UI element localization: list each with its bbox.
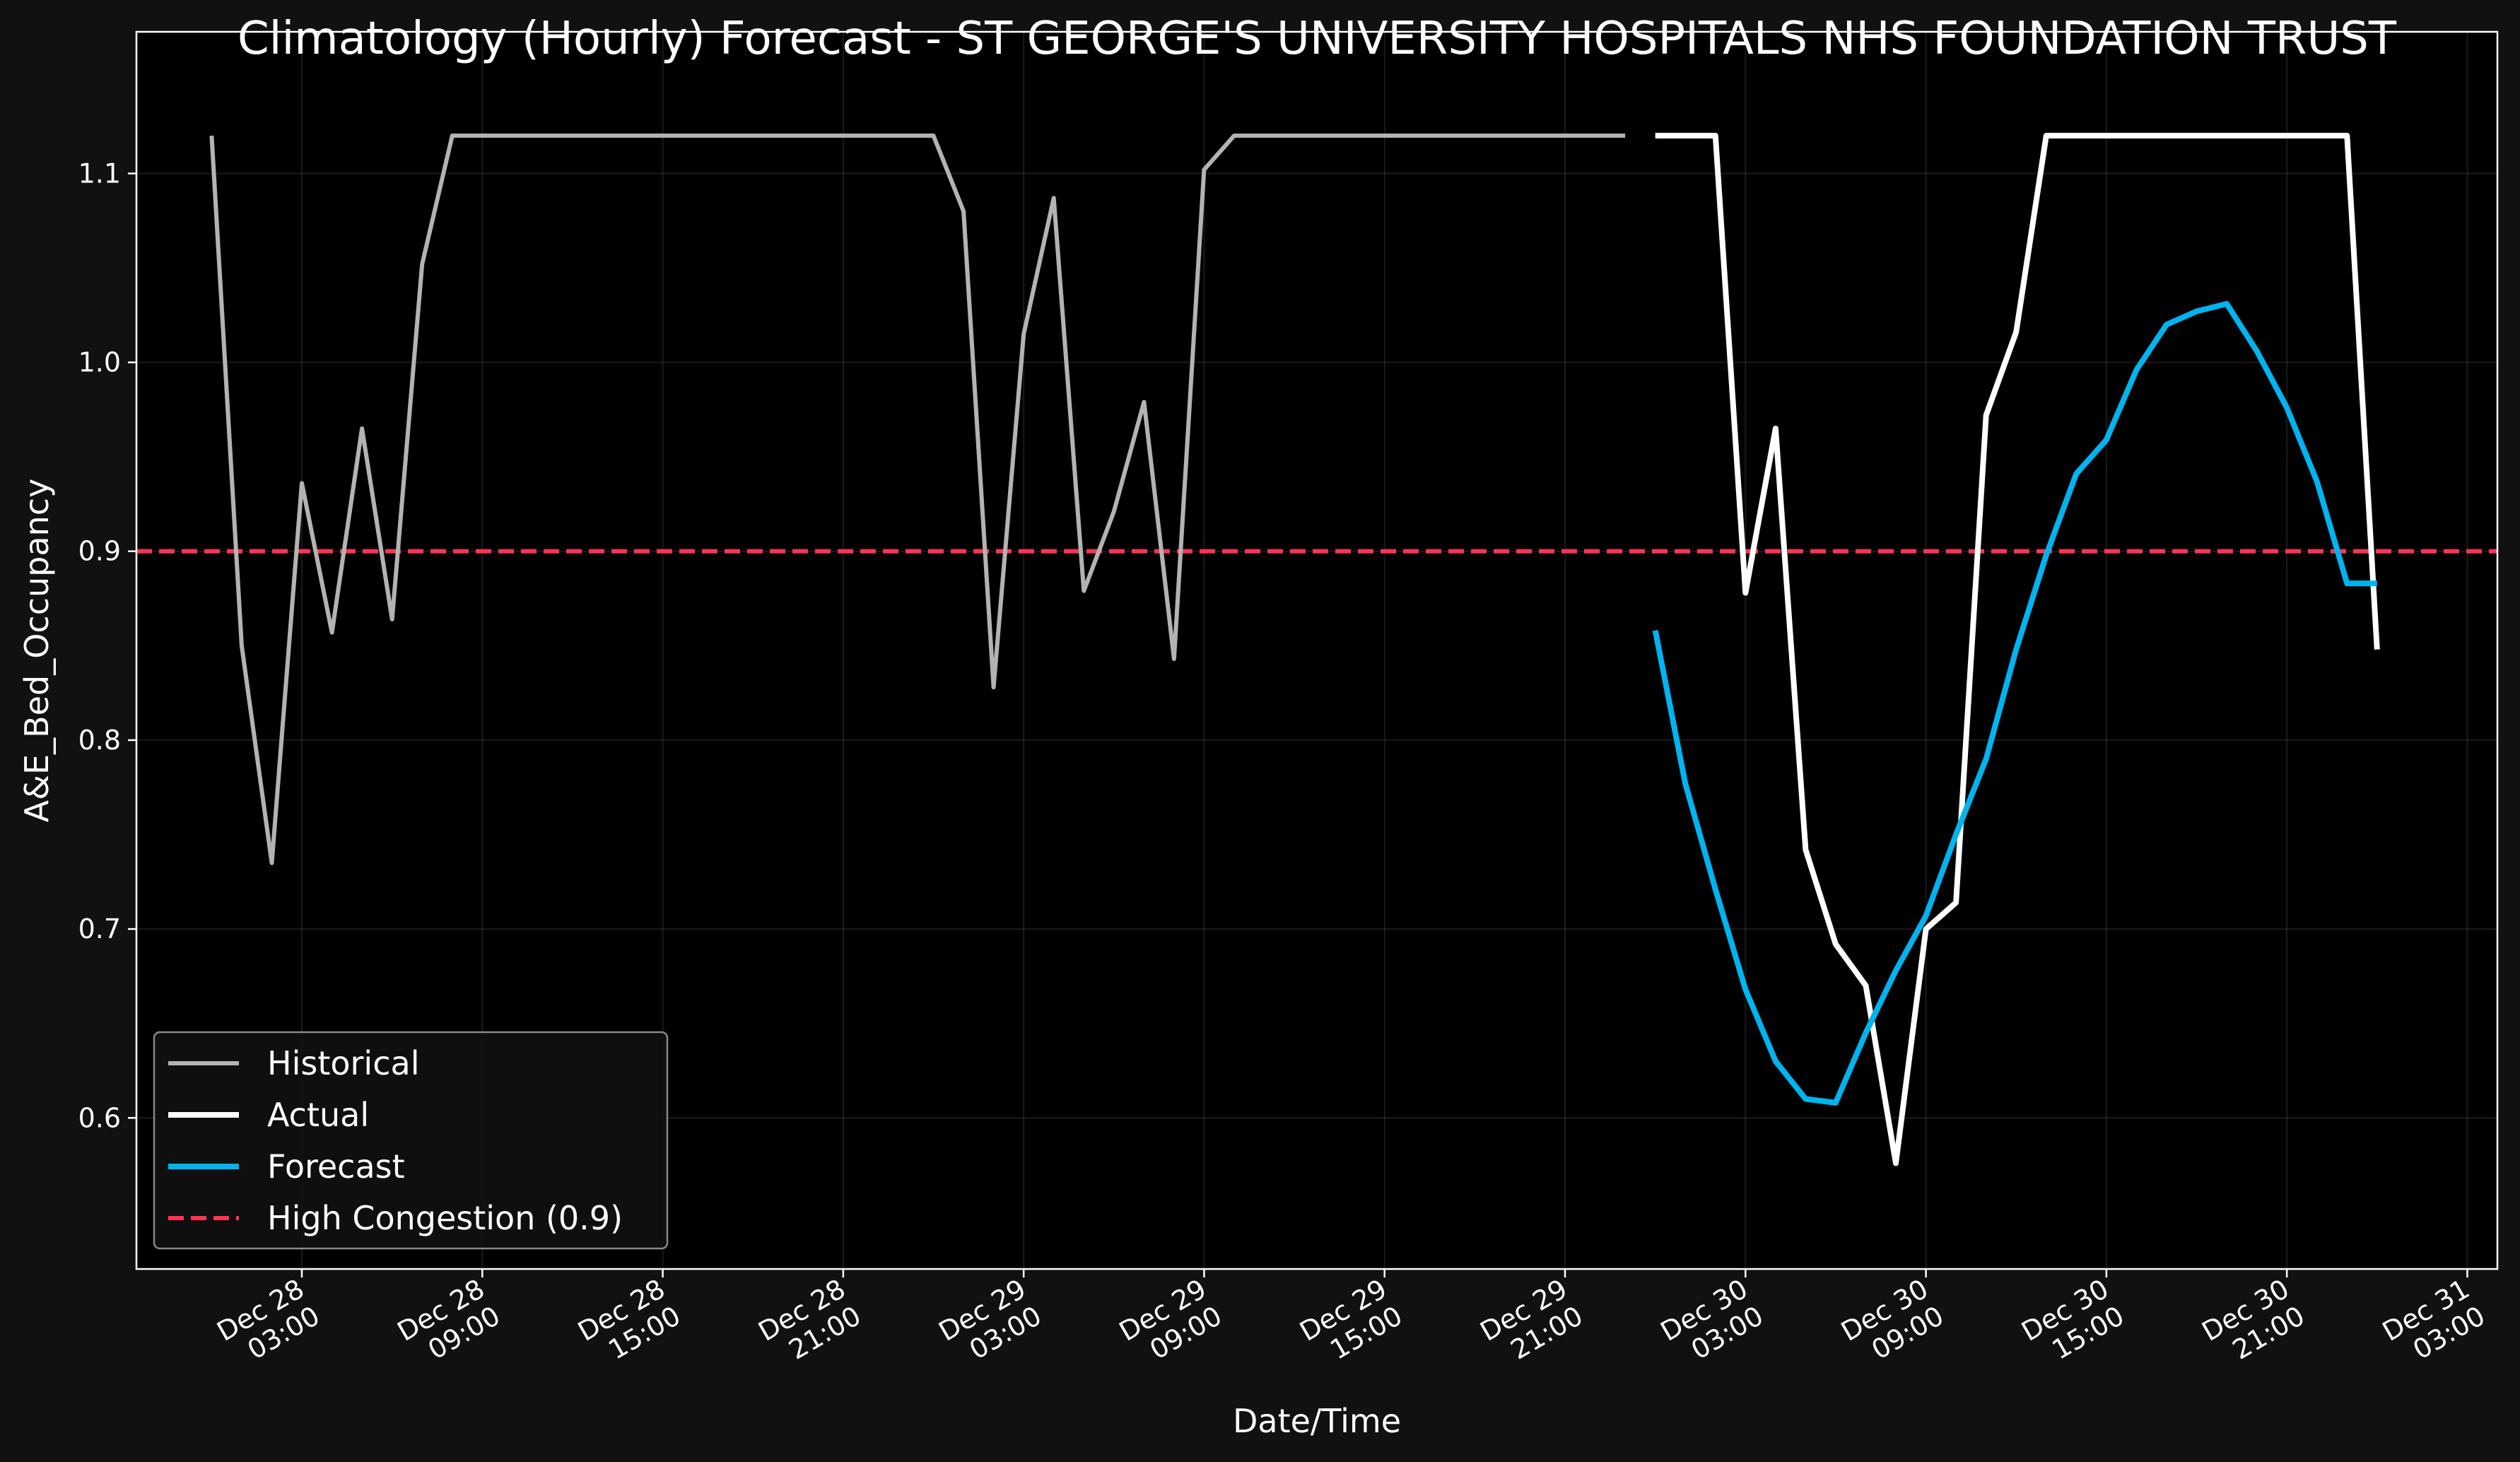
plot-frame: [135, 30, 2499, 1270]
legend: Historical Actual Forecast High Congestion …: [153, 1031, 669, 1250]
y-tick-label: 1.1: [78, 158, 121, 189]
y-tick-label: 1.0: [78, 347, 121, 378]
legend-label: High Congestion (0.9): [267, 1199, 623, 1237]
y-axis-label: A&E_Bed_Occupancy: [18, 479, 56, 822]
legend-box: [153, 1031, 669, 1250]
series-line-historical: [209, 133, 1626, 865]
legend-label: Historical: [267, 1044, 419, 1082]
y-tick-label: 0.7: [78, 913, 121, 945]
y-axis: 0.6 0.7 0.8 0.9 1.0 1.1: [78, 158, 136, 1133]
y-tick-label: 0.8: [78, 725, 121, 756]
legend-label: Forecast: [267, 1147, 405, 1186]
y-tick-label: 0.9: [78, 536, 121, 567]
x-axis-label: Date/Time: [1233, 1402, 1401, 1440]
chart-title: Climatology (Hourly) Forecast - ST GEORG…: [238, 13, 2397, 65]
series-layer: [209, 132, 2380, 1166]
series-line-actual: [1655, 132, 2380, 1166]
y-tick-label: 0.6: [78, 1102, 121, 1133]
series-line-forecast: [1652, 300, 2377, 1106]
legend-label: Actual: [267, 1096, 369, 1134]
